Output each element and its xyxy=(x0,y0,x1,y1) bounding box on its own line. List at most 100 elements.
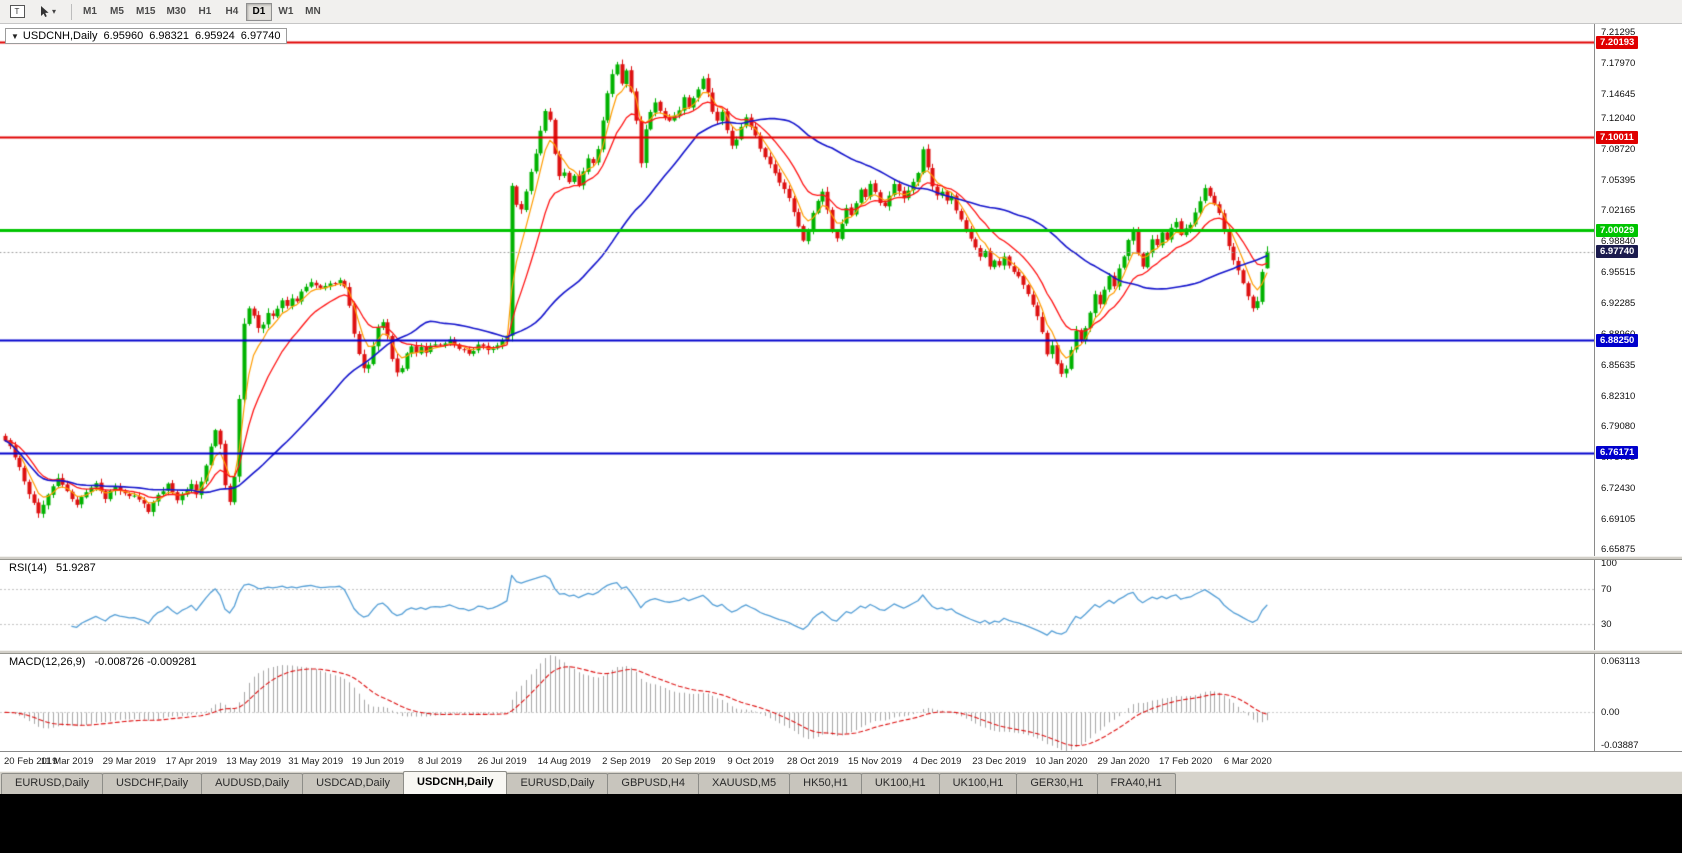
macd-header: MACD(12,26,9) -0.008726 -0.009281 xyxy=(6,656,200,668)
price-axis-label: 7.08720 xyxy=(1601,144,1636,156)
open-value: 6.95960 xyxy=(103,30,144,42)
timeframe-button-d1[interactable]: D1 xyxy=(245,2,272,21)
chart-window-icon[interactable]: T xyxy=(4,1,30,22)
level-price-badge: 7.10011 xyxy=(1596,130,1638,144)
chart-tab-eurusd-daily[interactable]: EURUSD,Daily xyxy=(506,773,609,794)
chart-tab-fra40-h1[interactable]: FRA40,H1 xyxy=(1096,773,1176,794)
date-axis-label: 11 Mar 2019 xyxy=(40,756,94,767)
date-axis-label: 15 Nov 2019 xyxy=(848,756,902,767)
price-axis[interactable]: 7.21295 7.17970 7.14645 7.12040 7.08720 7.053… xyxy=(1594,24,1682,751)
rsi-panel-canvas[interactable] xyxy=(0,560,1594,650)
date-axis-label: 20 Feb 2019 xyxy=(4,756,58,767)
date-axis-label: 26 Jul 2019 xyxy=(477,756,527,767)
dropdown-caret-icon: ▾ xyxy=(51,7,56,16)
toolbar-separator xyxy=(71,3,72,20)
price-axis-label: 6.69105 xyxy=(1601,513,1636,525)
date-axis-label: 23 Dec 2019 xyxy=(972,756,1027,767)
date-axis-label: 19 Jun 2019 xyxy=(351,756,404,767)
chart-tab-gbpusd-h4[interactable]: GBPUSD,H4 xyxy=(607,773,699,794)
toolbar: T ▾ M1 M5 M15 M30 H1 H4 D1 W1 MN xyxy=(0,0,1682,24)
rsi-label: RSI(14) xyxy=(9,562,47,574)
close-value: 6.97740 xyxy=(240,30,281,42)
chart-tab-uk100-h1[interactable]: UK100,H1 xyxy=(938,773,1018,794)
timeframe-button-h4[interactable]: H4 xyxy=(225,6,239,17)
level-price-badge: 7.00029 xyxy=(1596,223,1639,237)
macd-label: MACD(12,26,9) xyxy=(9,656,86,668)
bottom-filler xyxy=(0,794,1682,853)
date-axis-label: 17 Apr 2019 xyxy=(165,756,218,767)
macd-axis-label: -0.03887 xyxy=(1601,740,1639,751)
macd-axis-label: 0.063113 xyxy=(1601,656,1640,667)
price-axis-label: 7.17970 xyxy=(1601,57,1636,69)
collapse-chart-icon[interactable]: ▼ xyxy=(11,31,19,41)
rsi-axis-label: 70 xyxy=(1601,584,1612,596)
chart-tab-usdchf-daily[interactable]: USDCHF,Daily xyxy=(101,773,203,794)
cursor-tool-icon[interactable]: ▾ xyxy=(31,1,65,22)
chart-tab-xauusd-m5[interactable]: XAUUSD,M5 xyxy=(697,773,791,794)
date-axis-label: 29 Jan 2020 xyxy=(1097,756,1150,767)
date-axis-label: 10 Jan 2020 xyxy=(1035,756,1088,767)
level-price-badge: 6.88250 xyxy=(1596,333,1639,347)
price-axis-label: 7.21295 xyxy=(1601,26,1636,38)
price-axis-label: 6.82310 xyxy=(1601,390,1636,402)
timeframe-group: M1 M5 M15 M30 H1 H4 D1 W1 MN xyxy=(77,2,326,21)
chart-tab-uk100-h1[interactable]: UK100,H1 xyxy=(860,773,940,794)
price-axis-label: 7.12040 xyxy=(1601,113,1636,125)
macd-axis-label: 0.00 xyxy=(1601,707,1620,719)
price-axis-label: 6.92285 xyxy=(1601,297,1636,309)
date-axis-label: 2 Sep 2019 xyxy=(602,756,651,767)
timeframe-button-h1[interactable]: H1 xyxy=(198,6,212,17)
chart-tab-bar: EURUSD,Daily USDCHF,Daily AUDUSD,Daily USDC… xyxy=(0,771,1682,794)
timeframe-button-m5[interactable]: M5 xyxy=(110,6,124,17)
panel-splitter[interactable] xyxy=(0,650,1682,654)
level-price-badge: 7.20193 xyxy=(1596,35,1639,49)
price-axis-label: 6.79080 xyxy=(1601,420,1636,432)
date-axis-label: 8 Jul 2019 xyxy=(418,756,462,767)
date-axis-label: 13 May 2019 xyxy=(226,756,282,767)
rsi-header: RSI(14) 51.9287 xyxy=(6,562,99,574)
current-price-badge: 6.97740 xyxy=(1596,245,1639,259)
macd-current-values: -0.008726 -0.009281 xyxy=(94,656,197,668)
price-axis-label: 6.85635 xyxy=(1601,359,1636,371)
low-value: 6.95924 xyxy=(195,30,235,42)
date-axis-label: 20 Sep 2019 xyxy=(661,756,716,767)
chart-tab-eurusd-daily[interactable]: EURUSD,Daily xyxy=(1,773,103,794)
price-axis-label: 7.02165 xyxy=(1601,205,1636,217)
price-axis-label: 6.95515 xyxy=(1601,267,1636,279)
date-axis-label: 31 May 2019 xyxy=(288,756,344,767)
timeframe-button-m30[interactable]: M30 xyxy=(166,6,186,17)
price-axis-label: 7.05395 xyxy=(1601,175,1636,187)
macd-panel-canvas[interactable] xyxy=(0,654,1594,751)
timeframe-button-m1[interactable]: M1 xyxy=(83,6,97,17)
date-axis[interactable]: 20 Feb 2019 11 Mar 2019 29 Mar 2019 17 Apr … xyxy=(0,751,1682,771)
chart-tab-audusd-daily[interactable]: AUDUSD,Daily xyxy=(201,773,304,794)
rsi-current-value: 51.9287 xyxy=(55,562,96,574)
price-axis-label: 6.72430 xyxy=(1601,482,1636,494)
high-value: 6.98321 xyxy=(149,30,190,42)
chart-symbol-label: USDCNH,Daily xyxy=(22,30,98,42)
date-axis-label: 29 Mar 2019 xyxy=(102,756,156,767)
chart-ohlc-header: ▼ USDCNH,Daily 6.95960 6.98321 6.95924 6… xyxy=(5,28,287,44)
timeframe-button-w1[interactable]: W1 xyxy=(278,6,294,17)
panel-splitter[interactable] xyxy=(0,556,1682,560)
timeframe-button-mn[interactable]: MN xyxy=(305,6,321,17)
chart-tab-hk50-h1[interactable]: HK50,H1 xyxy=(789,773,862,794)
price-axis-label: 6.98840 xyxy=(1601,236,1636,248)
date-axis-label: 4 Dec 2019 xyxy=(912,756,962,767)
chart-tab-usdcnh-daily[interactable]: USDCNH,Daily xyxy=(403,771,508,794)
price-chart-canvas[interactable] xyxy=(0,24,1594,556)
date-axis-label: 9 Oct 2019 xyxy=(727,756,774,767)
rsi-axis-label: 100 xyxy=(1601,558,1617,569)
price-axis-label: 6.65875 xyxy=(1601,544,1636,555)
chart-tab-ger30-h1[interactable]: GER30,H1 xyxy=(1016,773,1098,794)
chart-tab-usdcad-daily[interactable]: USDCAD,Daily xyxy=(302,773,405,794)
date-axis-label: 14 Aug 2019 xyxy=(537,756,591,767)
rsi-axis-label: 30 xyxy=(1601,618,1612,630)
level-price-badge: 6.76171 xyxy=(1596,446,1639,460)
timeframe-button-m15[interactable]: M15 xyxy=(136,6,156,17)
chart-window-glyph: T xyxy=(9,5,25,18)
date-axis-label: 17 Feb 2020 xyxy=(1158,756,1213,767)
cursor-arrow-glyph xyxy=(40,5,49,17)
date-axis-label: 28 Oct 2019 xyxy=(786,756,839,767)
